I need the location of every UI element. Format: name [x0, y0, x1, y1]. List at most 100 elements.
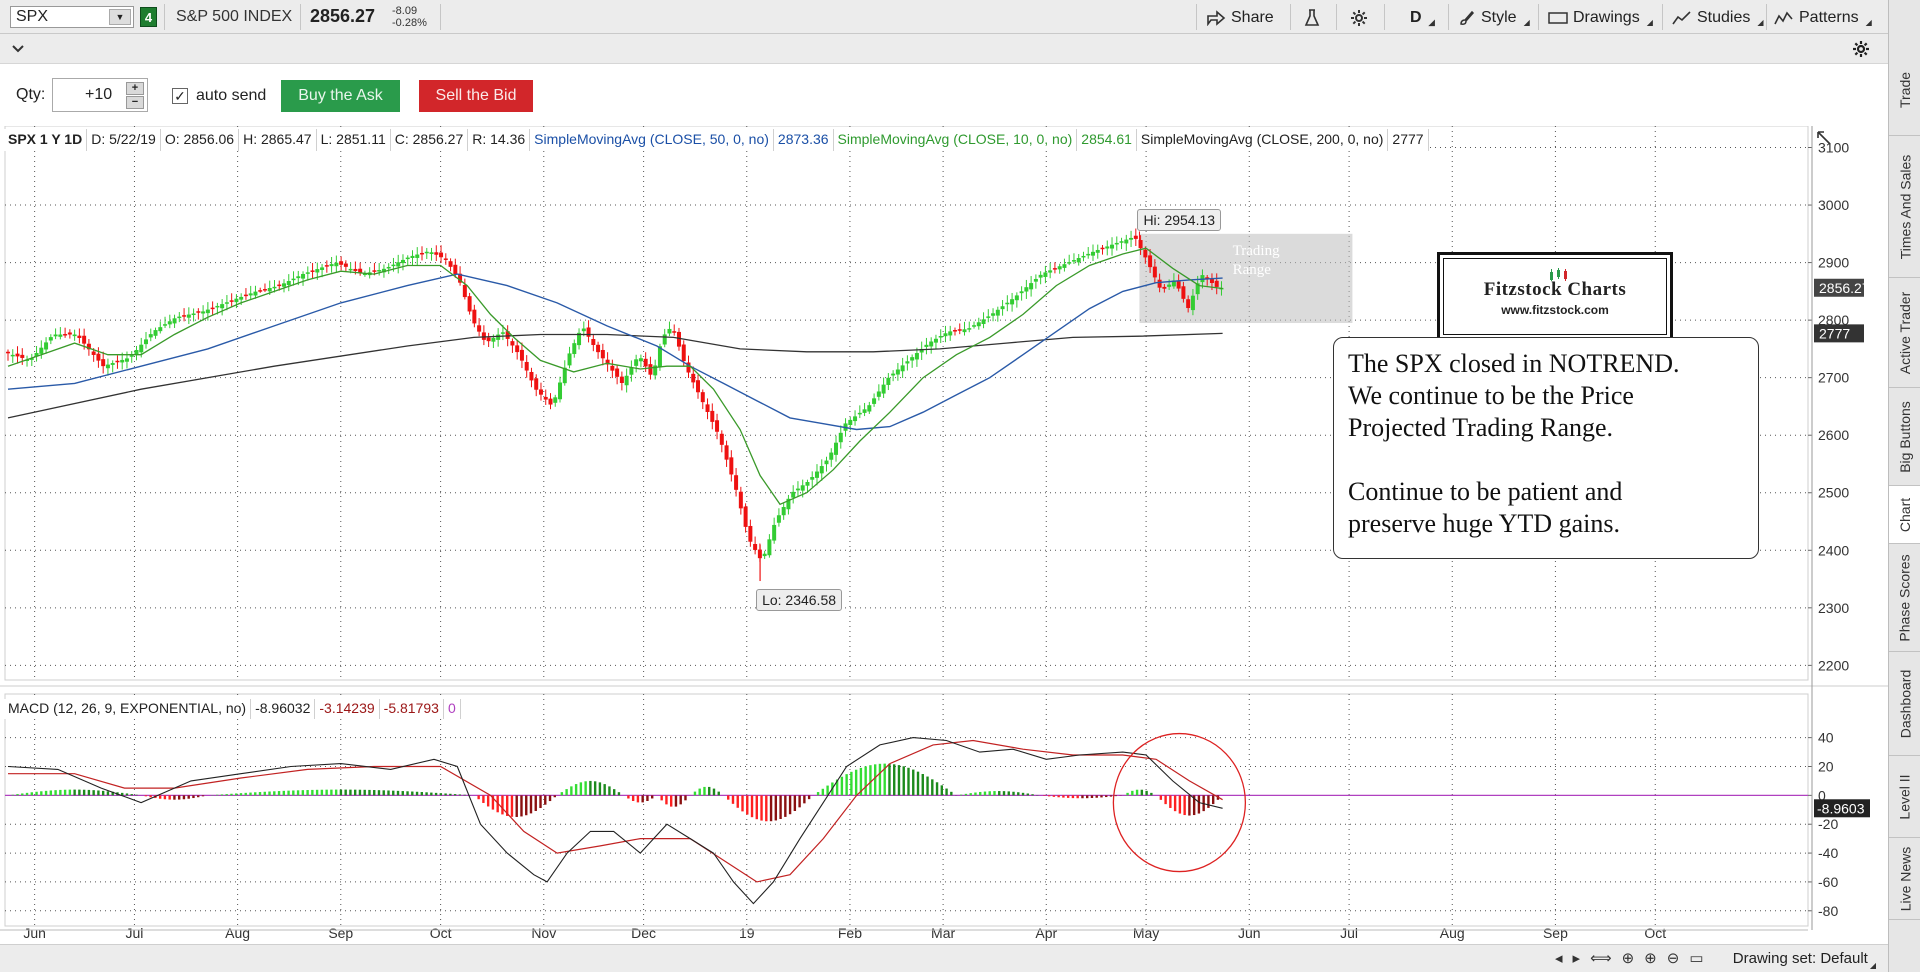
- side-tab-times-and-sales[interactable]: Times And Sales: [1889, 136, 1920, 278]
- style-label: Style: [1481, 9, 1517, 26]
- candle-body: [1152, 266, 1157, 278]
- side-tab-label: Times And Sales: [1897, 154, 1913, 259]
- side-tab-chart[interactable]: Chart: [1889, 486, 1920, 544]
- trading-range-rect[interactable]: [1139, 233, 1353, 324]
- drawing-set-selector[interactable]: Drawing set: Default ◢: [1733, 950, 1876, 970]
- candle-body: [339, 261, 344, 265]
- candle: [1010, 292, 1015, 312]
- drawings-button[interactable]: Drawings ◢: [1548, 7, 1653, 29]
- side-tab-dashboard[interactable]: Dashboard: [1889, 652, 1920, 756]
- zoom-out-icon[interactable]: ⊖: [1666, 950, 1680, 967]
- candle: [324, 260, 329, 273]
- candle-body: [567, 353, 572, 366]
- candle: [172, 314, 177, 328]
- candle-body: [439, 252, 444, 258]
- flask-button[interactable]: [1304, 7, 1320, 29]
- candle-body: [20, 354, 25, 358]
- share-button[interactable]: Share: [1206, 7, 1274, 29]
- candle-body: [458, 273, 463, 283]
- candle: [1143, 246, 1148, 264]
- candle: [343, 260, 348, 272]
- macd-value: -8.96032: [251, 699, 316, 719]
- sma10-label[interactable]: SimpleMovingAvg (CLOSE, 10, 0, no): [833, 129, 1078, 151]
- side-tab-trade[interactable]: Trade: [1889, 44, 1920, 136]
- macd-tick-label: -60: [1818, 874, 1838, 890]
- sma10-value: 2854.61: [1077, 129, 1137, 151]
- candle-body: [581, 328, 586, 332]
- candle: [1095, 244, 1100, 259]
- candle-body: [167, 321, 172, 325]
- studies-button[interactable]: Studies ◢: [1672, 7, 1764, 29]
- sma200-tag-bg: [1814, 324, 1864, 343]
- side-tab-big-buttons[interactable]: Big Buttons: [1889, 388, 1920, 486]
- link-group-badge[interactable]: 4: [140, 7, 157, 27]
- candle: [1029, 276, 1034, 297]
- crosshair-icon[interactable]: ⊕: [1621, 950, 1635, 967]
- side-tab-live-news[interactable]: Live News: [1889, 838, 1920, 920]
- candle: [995, 306, 1000, 322]
- candle-body: [77, 335, 82, 338]
- candle: [581, 321, 586, 337]
- commentary-note[interactable]: The SPX closed in NOTREND. We continue t…: [1333, 337, 1759, 559]
- side-tab-active-trader[interactable]: Active Trader: [1889, 278, 1920, 388]
- macd-label[interactable]: MACD (12, 26, 9, EXPONENTIAL, no): [4, 699, 252, 719]
- scroll-right-icon[interactable]: ▸: [1572, 950, 1581, 967]
- note-spacer: [1348, 444, 1744, 476]
- candle: [458, 266, 463, 286]
- zoom-in-icon[interactable]: ⊕: [1644, 950, 1657, 967]
- candle: [1124, 234, 1129, 251]
- candle: [429, 247, 434, 261]
- side-tab-phase-scores[interactable]: Phase Scores: [1889, 544, 1920, 652]
- bar-close: C: 2856.27: [390, 129, 469, 151]
- note-line: Projected Trading Range.: [1348, 413, 1614, 442]
- candle: [558, 376, 563, 403]
- auto-send-checkbox[interactable]: ✓: [172, 88, 188, 104]
- candle: [819, 459, 824, 481]
- patterns-button[interactable]: Patterns ◢: [1774, 7, 1872, 29]
- side-tab-label: Phase Scores: [1897, 553, 1914, 642]
- candle-body: [634, 359, 639, 366]
- chart-area[interactable]: 2200 2300 2400 2500 2600 2700 2800 2900 3000 3100…: [0, 126, 1888, 972]
- macd-highlight-circle[interactable]: [1112, 732, 1247, 873]
- candle: [243, 288, 248, 300]
- sell-the-bid-button[interactable]: Sell the Bid: [419, 80, 533, 112]
- period-selector[interactable]: D ◢: [1410, 7, 1435, 29]
- buy-the-ask-button[interactable]: Buy the Ask: [281, 80, 400, 112]
- style-button[interactable]: Style ◢: [1458, 7, 1530, 29]
- candle: [767, 534, 772, 558]
- trading-range-box[interactable]: [1139, 233, 1353, 324]
- order-entry-bar: Qty: +10 + − ✓ auto send Buy the Ask Sel…: [0, 64, 1888, 126]
- candle-body: [191, 313, 196, 316]
- qty-decrement-icon[interactable]: −: [126, 96, 144, 109]
- candle-body: [372, 270, 377, 272]
- symbol-selector[interactable]: SPX ▼: [10, 6, 134, 28]
- candle: [105, 358, 110, 376]
- qty-increment-icon[interactable]: +: [126, 82, 144, 95]
- side-tab-level-ii[interactable]: Level II: [1889, 756, 1920, 838]
- gear-icon[interactable]: [1852, 40, 1870, 58]
- sma50-label[interactable]: SimpleMovingAvg (CLOSE, 50, 0, no): [530, 129, 774, 151]
- candle: [1038, 271, 1043, 285]
- candle: [1100, 245, 1105, 255]
- expand-icon[interactable]: ⟺: [1590, 950, 1612, 967]
- candle: [710, 403, 715, 430]
- macd-diff: -5.81793: [379, 699, 444, 719]
- candle-body: [619, 376, 624, 383]
- candle: [467, 292, 472, 315]
- candle: [58, 327, 63, 340]
- candle-body: [829, 452, 834, 460]
- scroll-left-icon[interactable]: ◂: [1555, 950, 1563, 967]
- candle: [938, 329, 943, 344]
- chevron-down-icon[interactable]: [12, 45, 24, 53]
- sma200-label[interactable]: SimpleMovingAvg (CLOSE, 200, 0, no): [1136, 129, 1389, 151]
- drawing-box-icon[interactable]: ▭: [1689, 950, 1704, 967]
- settings-button[interactable]: [1350, 7, 1368, 29]
- auto-zoom-icon[interactable]: [1817, 131, 1831, 145]
- candle: [1110, 237, 1115, 256]
- candle-body: [981, 319, 986, 325]
- symbol-dropdown-icon[interactable]: ▼: [109, 9, 131, 25]
- chart-canvas[interactable]: 2200 2300 2400 2500 2600 2700 2800 2900 3000 3100…: [0, 126, 1888, 944]
- qty-input[interactable]: +10 + −: [52, 78, 148, 112]
- sma200-tag: 2777: [1814, 324, 1864, 343]
- candle-body: [153, 330, 158, 336]
